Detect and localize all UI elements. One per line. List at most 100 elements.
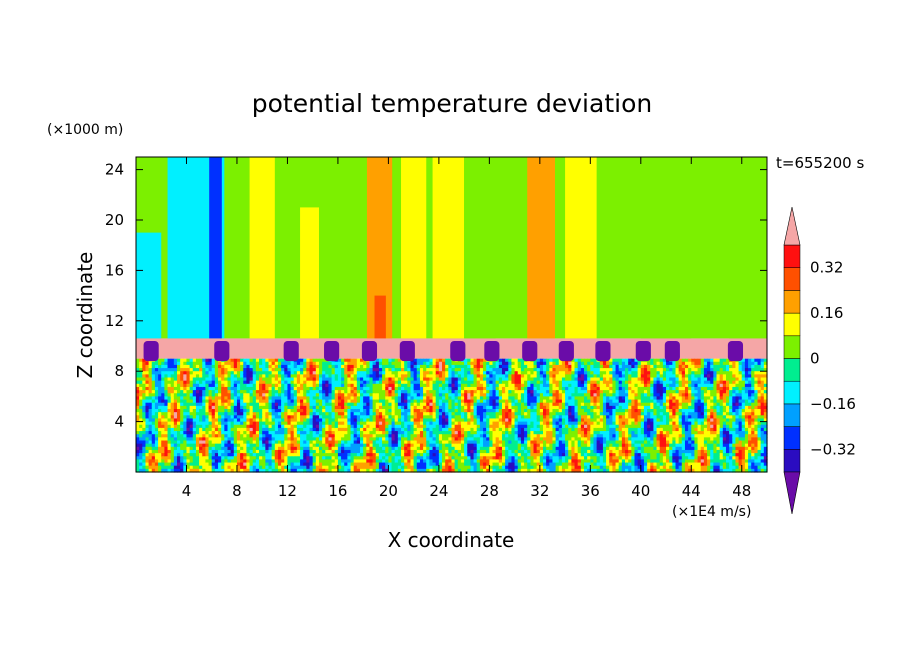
field-cell [170,405,175,410]
field-cell [208,421,213,426]
field-cell [508,405,513,410]
field-cell [407,456,412,460]
field-cell [542,371,547,375]
field-cell [186,431,191,435]
field-cell [192,437,197,442]
field-cell [227,427,232,432]
field-cell [568,412,572,416]
field-cell [416,449,421,454]
field-cell [369,409,374,413]
field-cell [530,380,535,385]
field-cell [378,449,383,454]
field-cell [161,402,165,407]
field-cell [473,412,478,416]
field-cell [167,415,172,420]
field-cell [432,402,437,407]
field-cell [173,390,178,394]
field-cell [404,427,408,432]
field-cell [325,468,330,473]
field-cell [347,427,352,432]
field-cell [136,390,140,394]
field-cell [306,409,311,413]
field-cell [549,449,554,454]
field-cell [524,364,528,369]
field-cell [419,446,424,451]
field-cell [442,421,446,426]
field-cell [167,431,172,435]
field-cell [265,456,270,460]
field-cell [309,386,314,391]
field-cell [322,459,326,464]
field-cell [158,405,162,410]
field-cell [454,437,459,442]
field-cell [546,415,550,420]
field-cell [243,434,248,438]
field-cell [233,383,238,388]
field-cell [527,405,531,410]
field-cell [268,468,273,473]
field-cell [173,358,178,363]
field-cell [341,412,345,416]
field-cell [243,418,248,423]
field-cell [375,468,380,473]
field-cell [136,415,140,420]
field-cell [552,393,557,397]
field-cell [218,437,222,442]
field-cell [517,418,522,423]
field-cell [495,465,500,470]
field-cell [498,399,503,404]
field-cell [369,465,374,470]
field-cell [416,434,421,438]
field-cell [341,437,345,442]
field-cell [451,434,456,438]
field-cell [173,427,178,432]
field-cell [492,409,497,413]
field-cell [240,383,244,388]
field-cell [404,393,408,397]
field-cell [161,459,165,464]
field-cell [287,396,292,401]
field-cell [464,402,468,407]
field-cell [524,449,528,454]
field-cell [199,415,203,420]
field-cell [438,431,443,435]
field-cell [262,443,266,448]
field-cell [344,409,348,413]
field-cell [328,446,333,451]
field-cell [498,393,503,397]
field-cell [199,465,203,470]
field-cell [391,449,396,454]
field-cell [265,377,270,382]
field-cell [382,434,386,438]
field-cell [337,361,342,366]
field-cell [413,399,418,404]
field-cell [429,396,434,401]
field-cell [492,380,497,385]
field-cell [240,386,244,391]
field-cell [161,440,165,445]
field-cell [539,462,544,467]
field-cell [158,418,162,423]
field-cell [555,396,560,401]
field-cell [205,446,210,451]
field-cell [161,421,165,426]
field-cell [542,440,547,445]
field-cell [208,380,213,385]
field-cell [470,462,475,467]
field-cell [268,465,273,470]
field-cell [337,380,342,385]
field-cell [451,371,456,375]
field-cell [505,431,509,435]
field-cell [404,364,408,369]
field-cell [492,412,497,416]
field-cell [555,443,560,448]
field-cell [164,374,169,379]
field-cell [486,437,490,442]
field-cell [246,412,251,416]
field-cell [268,383,273,388]
field-cell [284,434,289,438]
field-cell [227,465,232,470]
field-cell [536,368,541,372]
field-cell [353,434,358,438]
field-cell [290,361,295,366]
